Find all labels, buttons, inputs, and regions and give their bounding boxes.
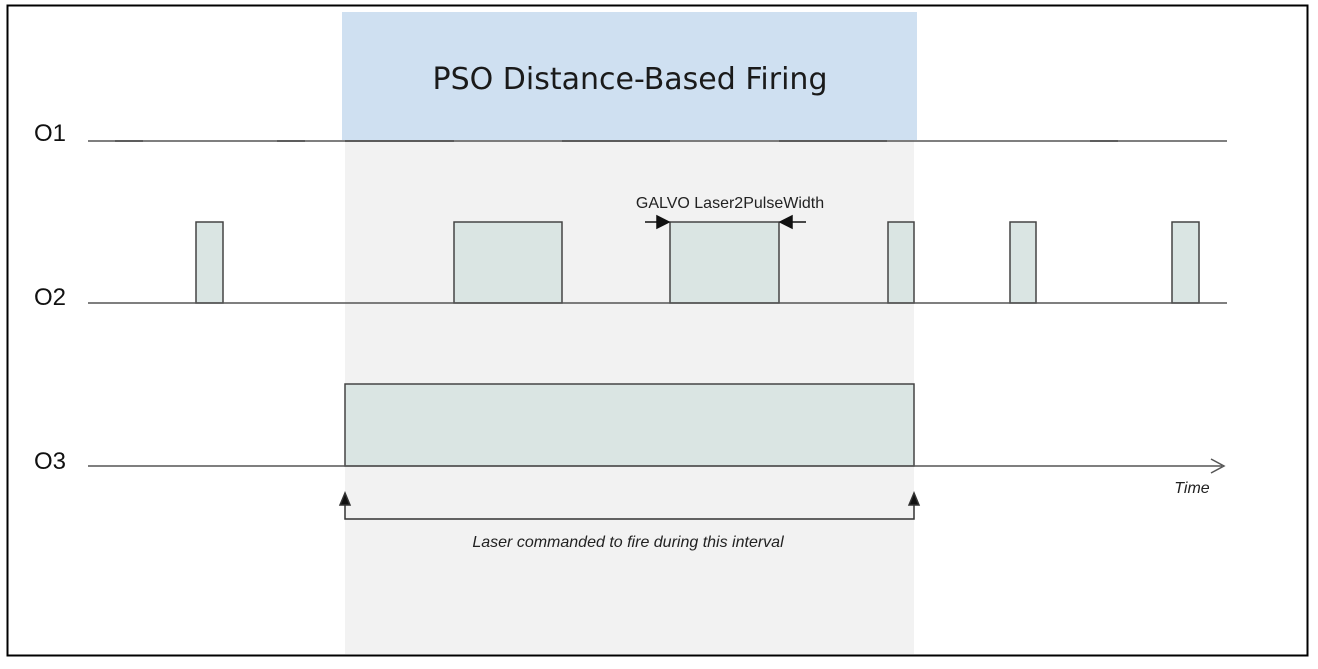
banner-title: PSO Distance-Based Firing [433,62,828,97]
left-arrow-head [656,214,671,230]
bracket-left-arrowhead [338,491,352,506]
time-axis-arrowhead [1210,458,1226,474]
o2-pulse [887,221,915,304]
o2-pulse [195,221,224,304]
o2-pulses [195,221,1200,304]
time-label: Time [1174,480,1210,497]
bracket-line [344,505,915,520]
signal-label-o2: O2 [34,284,66,311]
pulse-width-arrows [645,214,806,230]
interval-label: Laser commanded to fire during this inte… [472,534,784,551]
signal-label-o1: O1 [34,120,66,147]
pulse-width-label: GALVO Laser2PulseWidth [636,195,824,212]
o2-pulse [1009,221,1037,304]
o2-pulse [1171,221,1200,304]
right-arrow-head [778,214,793,230]
bracket-right-arrowhead [907,491,921,506]
o2-pulse [669,221,780,304]
o2-pulse [453,221,563,304]
banner-box [342,12,917,140]
interval-bracket [338,491,921,520]
o3-pulse [344,383,915,467]
signal-label-o3: O3 [34,448,66,475]
